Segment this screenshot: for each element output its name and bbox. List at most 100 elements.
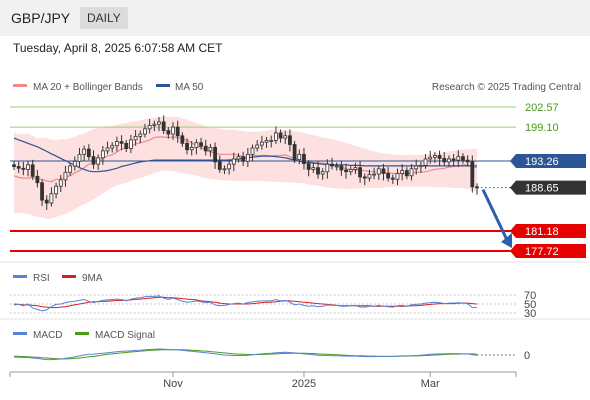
candle-body xyxy=(68,165,73,173)
candle-body xyxy=(44,199,49,204)
candle-body xyxy=(283,135,288,139)
instrument-title: GBP/JPY xyxy=(11,10,71,26)
candle-body xyxy=(259,141,264,146)
top-bar: GBP/JPY DAILY xyxy=(0,0,590,36)
candle xyxy=(418,161,423,173)
candle-body xyxy=(119,141,124,144)
candle xyxy=(189,141,194,156)
support-tag xyxy=(510,244,586,258)
candle xyxy=(465,155,470,167)
candle xyxy=(273,126,278,144)
candle-body xyxy=(129,139,133,149)
candle xyxy=(437,150,442,166)
forecast-arrow-head xyxy=(501,233,512,248)
candle-body xyxy=(437,155,442,159)
candle-body xyxy=(311,167,316,170)
candle-body xyxy=(180,135,185,144)
candle xyxy=(171,122,175,140)
candle xyxy=(451,154,456,166)
candle xyxy=(283,130,288,144)
candle-body xyxy=(147,124,152,130)
forecast-arrow-shaft xyxy=(481,189,509,241)
candle xyxy=(278,129,283,143)
candle-body xyxy=(292,144,297,160)
last-price-label: 188.65 xyxy=(525,183,559,195)
ma20-line xyxy=(13,136,478,183)
candle-body xyxy=(404,170,409,177)
candle-body xyxy=(442,157,447,163)
candle-body xyxy=(157,121,161,125)
rsi-level-label: 70 xyxy=(524,290,536,302)
pivot-label: 193.26 xyxy=(525,156,559,168)
candle-body xyxy=(231,158,236,165)
candle-body xyxy=(339,165,344,171)
candle-body xyxy=(288,135,292,145)
candle xyxy=(199,137,203,150)
candle xyxy=(344,163,348,179)
macd-signal-line xyxy=(13,349,478,360)
macd-line xyxy=(13,348,478,361)
pivot-tag xyxy=(510,153,586,168)
candle xyxy=(400,164,405,181)
candle-body xyxy=(348,169,353,173)
credit-text: Research © 2025 Trading Central xyxy=(432,82,581,93)
candle xyxy=(194,139,199,155)
candle xyxy=(334,162,339,171)
candle-body xyxy=(166,130,171,135)
candle xyxy=(475,183,479,195)
candle-body xyxy=(213,146,218,163)
candle-body xyxy=(96,157,101,165)
candle-body xyxy=(175,126,180,137)
candle xyxy=(311,162,316,173)
candle-body xyxy=(423,158,428,166)
candle xyxy=(404,167,409,180)
candle xyxy=(166,127,171,139)
candle-body xyxy=(451,158,456,161)
candle-body xyxy=(161,121,166,131)
macd-panel: 0 xyxy=(13,348,530,362)
candle xyxy=(129,134,133,154)
candle-body xyxy=(325,163,330,173)
ma50-legend-swatch xyxy=(156,84,170,87)
candle-body xyxy=(381,168,386,174)
candle-body xyxy=(390,177,395,180)
candle xyxy=(100,145,105,165)
timeframe-badge[interactable]: DAILY xyxy=(80,7,128,29)
candle xyxy=(320,168,325,180)
candle-body xyxy=(138,133,143,137)
candle xyxy=(143,123,147,138)
candle xyxy=(236,153,241,163)
candle-body xyxy=(143,128,147,135)
candle-body xyxy=(386,173,391,179)
candle-body xyxy=(456,156,461,161)
candle-body xyxy=(86,148,91,158)
candle-body xyxy=(418,164,423,167)
candle xyxy=(325,159,330,179)
candle-body xyxy=(353,167,358,170)
candle xyxy=(245,147,250,168)
candles xyxy=(12,115,479,210)
candle xyxy=(152,120,157,132)
candle xyxy=(147,118,152,134)
candle xyxy=(21,161,26,176)
candle xyxy=(433,152,437,164)
candle xyxy=(208,143,213,157)
x-tick-label: 2025 xyxy=(292,378,316,390)
candle xyxy=(390,174,395,184)
candle-body xyxy=(114,141,119,147)
candle-body xyxy=(185,142,189,151)
candle-body xyxy=(189,146,194,151)
candle xyxy=(339,161,344,176)
candle xyxy=(470,155,475,193)
candle xyxy=(82,145,87,162)
last-price-tag xyxy=(510,180,586,195)
candle xyxy=(330,157,334,170)
ma20-legend-swatch xyxy=(13,84,27,87)
candle xyxy=(222,165,227,175)
candle xyxy=(442,152,447,166)
candle-body xyxy=(199,142,203,147)
candle xyxy=(157,116,161,132)
candle-body xyxy=(49,193,54,204)
candle-body xyxy=(433,155,437,158)
candle xyxy=(255,140,260,152)
